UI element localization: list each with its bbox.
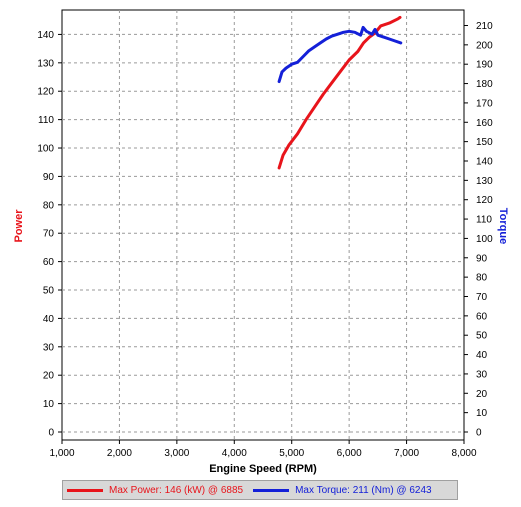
y-left-tick-label: 20 — [43, 371, 55, 382]
y-right-tick-label: 190 — [476, 60, 493, 71]
power-series-line — [277, 15, 402, 170]
x-tick-label: 6,000 — [337, 448, 362, 459]
y-right-tick-label: 40 — [476, 350, 488, 361]
y-left-tick-label: 140 — [37, 30, 54, 41]
chart-plot-svg: 1,000 2,000 3,000 4,000 5,000 6,000 7,000 8,000… — [13, 9, 509, 475]
y-left-tick-label: 40 — [43, 314, 55, 325]
y-right-tick-label: 80 — [476, 273, 488, 284]
y-right-tick-label: 0 — [476, 428, 482, 439]
y-right-tick-label: 140 — [476, 156, 493, 167]
y-right-tick-label: 180 — [476, 79, 493, 90]
plot-frame — [61, 9, 465, 441]
y-right-tick-label: 100 — [476, 234, 493, 245]
y-left-tick-label: 120 — [37, 87, 54, 98]
y-left-tick-label: 0 — [48, 428, 54, 439]
y-left-tick-label: 100 — [37, 144, 54, 155]
legend-item-torque: Max Torque: 211 (Nm) @ 6243 — [253, 485, 432, 496]
x-tick-label: 3,000 — [164, 448, 189, 459]
y-right-tick-label: 150 — [476, 137, 493, 148]
y-right-tick-label: 20 — [476, 389, 488, 400]
y-right-tick-label: 170 — [476, 98, 493, 109]
y-left-tick-label: 80 — [43, 200, 55, 211]
y-right-tick-label: 200 — [476, 40, 493, 51]
x-tick-label: 8,000 — [451, 448, 476, 459]
chart-legend: Max Power: 146 (kW) @ 6885 Max Torque: 2… — [62, 480, 458, 500]
y-left-tick-label: 130 — [37, 58, 54, 69]
y-left-tick-label: 10 — [43, 399, 55, 410]
y-right-tick-label: 110 — [476, 215, 492, 226]
y-right-tick-label: 70 — [476, 292, 488, 303]
y-right-tick-label: 130 — [476, 176, 493, 187]
x-tick-label: 5,000 — [279, 448, 304, 459]
legend-label-torque: Max Torque: 211 (Nm) @ 6243 — [295, 484, 432, 496]
y-right-axis-title: Torque — [497, 208, 509, 244]
x-tick-label: 7,000 — [394, 448, 419, 459]
y-left-tick-label: 90 — [43, 172, 55, 183]
y-right-tick-label: 160 — [476, 118, 493, 129]
y-right-tick-label: 60 — [476, 311, 488, 322]
x-axis-title: Engine Speed (RPM) — [209, 463, 317, 475]
y-right-tick-label: 90 — [476, 253, 488, 264]
y-right-tick-label: 50 — [476, 331, 488, 342]
y-right-tick-label: 10 — [476, 408, 488, 419]
y-right-tick-label: 120 — [476, 195, 493, 206]
y-right-tick-label: 30 — [476, 369, 488, 380]
legend-item-power: Max Power: 146 (kW) @ 6885 — [67, 485, 243, 496]
x-tick-label: 1,000 — [49, 448, 74, 459]
y-left-tick-label: 30 — [43, 342, 55, 353]
legend-swatch-power — [67, 488, 103, 492]
torque-series-line — [277, 25, 403, 84]
y-left-axis-title: Power — [13, 209, 25, 243]
x-tick-label: 4,000 — [222, 448, 247, 459]
legend-label-power: Max Power: 146 (kW) @ 6885 — [109, 484, 244, 496]
y-left-tick-label: 70 — [43, 229, 55, 240]
y-right-tick-label: 210 — [476, 21, 493, 32]
y-left-tick-label: 50 — [43, 286, 55, 297]
x-tick-label: 2,000 — [107, 448, 132, 459]
y-left-tick-label: 110 — [38, 115, 54, 126]
legend-swatch-torque — [253, 488, 290, 492]
y-left-tick-label: 60 — [43, 257, 55, 268]
